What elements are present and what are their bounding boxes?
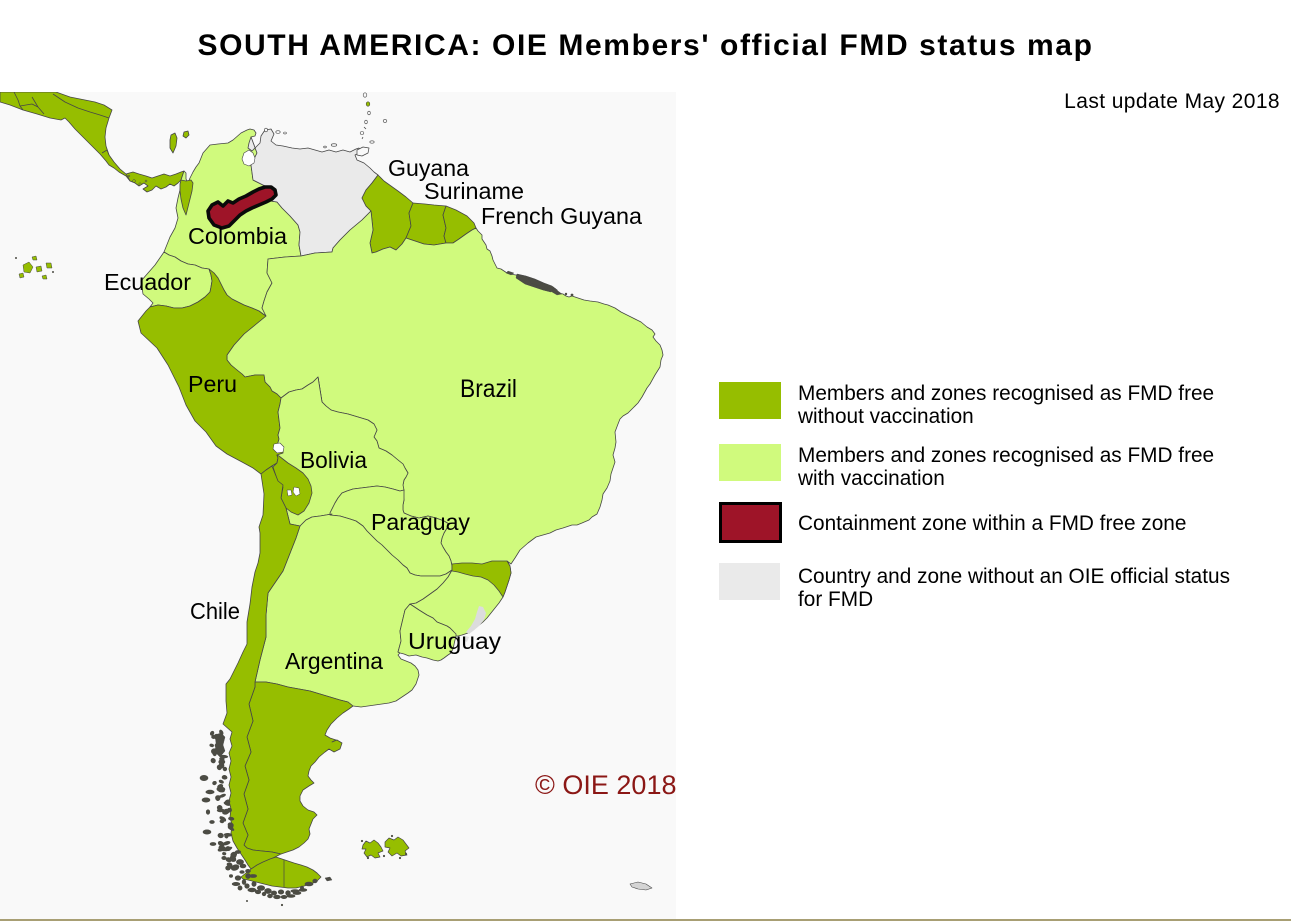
svg-text:© OIE 2018: © OIE 2018 — [535, 770, 676, 800]
svg-text:French Guyana: French Guyana — [481, 203, 642, 229]
svg-text:Paraguay: Paraguay — [371, 509, 470, 535]
svg-text:Chile: Chile — [190, 598, 240, 624]
svg-text:Peru: Peru — [188, 371, 237, 397]
svg-text:Colombia: Colombia — [188, 223, 287, 249]
svg-text:Guyana: Guyana — [388, 155, 469, 181]
svg-text:Suriname: Suriname — [424, 178, 524, 204]
svg-text:Argentina: Argentina — [285, 648, 383, 674]
svg-text:Brazil: Brazil — [460, 375, 517, 403]
svg-text:Uruguay: Uruguay — [408, 628, 502, 654]
svg-text:Bolivia: Bolivia — [300, 447, 367, 473]
svg-text:Ecuador: Ecuador — [104, 269, 191, 295]
